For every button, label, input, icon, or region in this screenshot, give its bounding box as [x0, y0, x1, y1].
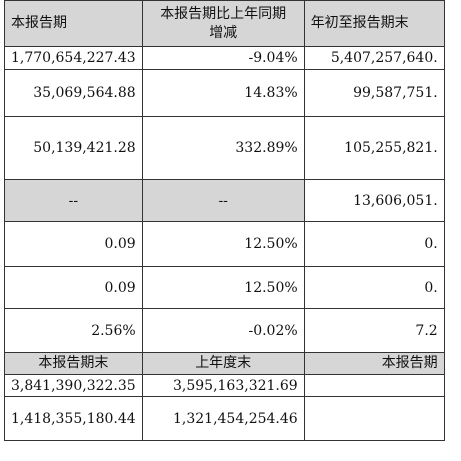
table-row: 1,418,355,180.44 1,321,454,254.46	[4, 396, 445, 441]
cell-period-end: 1,418,355,180.44	[4, 396, 143, 441]
cell-change: 332.89%	[141, 116, 305, 180]
header-current-period: 本报告期	[4, 0, 143, 47]
cell-ytd: 5,407,257,640.	[303, 46, 445, 70]
header-year-to-date: 年初至报告期末	[303, 0, 445, 47]
cell-ytd: 0.	[303, 221, 445, 267]
cell-ytd: 7.2	[303, 308, 445, 353]
header-yoy-change-line1: 本报告期比上年同期	[160, 5, 287, 22]
header-period-change: 本报告期	[303, 352, 445, 375]
cell-prior-year-end: 3,595,163,321.69	[141, 374, 305, 397]
table-header-row: 本报告期末 上年度末 本报告期	[4, 352, 445, 375]
cell-change: 12.50%	[141, 221, 305, 267]
cell-ytd: 99,587,751.	[303, 69, 445, 117]
header-yoy-change-line2: 增减	[209, 24, 238, 41]
cell-period-end: 3,841,390,322.35	[4, 374, 143, 397]
cell-current: --	[4, 179, 143, 222]
table-row: 0.09 12.50% 0.	[4, 266, 445, 309]
cell-period-change	[303, 374, 445, 397]
cell-prior-year-end: 1,321,454,254.46	[141, 396, 305, 441]
cell-ytd: 13,606,051.	[303, 179, 445, 222]
financial-data-table: 本报告期 本报告期比上年同期 增减 年初至报告期末 1,770,654,227.…	[4, 0, 445, 441]
cell-change: 12.50%	[141, 266, 305, 309]
cell-current: 1,770,654,227.43	[4, 46, 143, 70]
cell-current: 0.09	[4, 266, 143, 309]
cell-change: -0.02%	[141, 308, 305, 353]
cell-change: 14.83%	[141, 69, 305, 117]
cell-change: --	[141, 179, 305, 222]
table-row: 50,139,421.28 332.89% 105,255,821.	[4, 116, 445, 180]
table-header-row: 本报告期 本报告期比上年同期 增减 年初至报告期末	[4, 0, 445, 47]
cell-current: 50,139,421.28	[4, 116, 143, 180]
table-row: 35,069,564.88 14.83% 99,587,751.	[4, 69, 445, 117]
table-row: 1,770,654,227.43 -9.04% 5,407,257,640.	[4, 46, 445, 70]
header-prior-year-end: 上年度末	[141, 352, 305, 375]
cell-current: 0.09	[4, 221, 143, 267]
cell-ytd: 105,255,821.	[303, 116, 445, 180]
table-row: -- -- 13,606,051.	[4, 179, 445, 222]
cell-period-change	[303, 396, 445, 441]
cell-current: 2.56%	[4, 308, 143, 353]
cell-ytd: 0.	[303, 266, 445, 309]
header-yoy-change: 本报告期比上年同期 增减	[141, 0, 305, 47]
table-row: 0.09 12.50% 0.	[4, 221, 445, 267]
header-period-end: 本报告期末	[4, 352, 143, 375]
table-row: 2.56% -0.02% 7.2	[4, 308, 445, 353]
cell-current: 35,069,564.88	[4, 69, 143, 117]
cell-change: -9.04%	[141, 46, 305, 70]
table-row: 3,841,390,322.35 3,595,163,321.69	[4, 374, 445, 397]
